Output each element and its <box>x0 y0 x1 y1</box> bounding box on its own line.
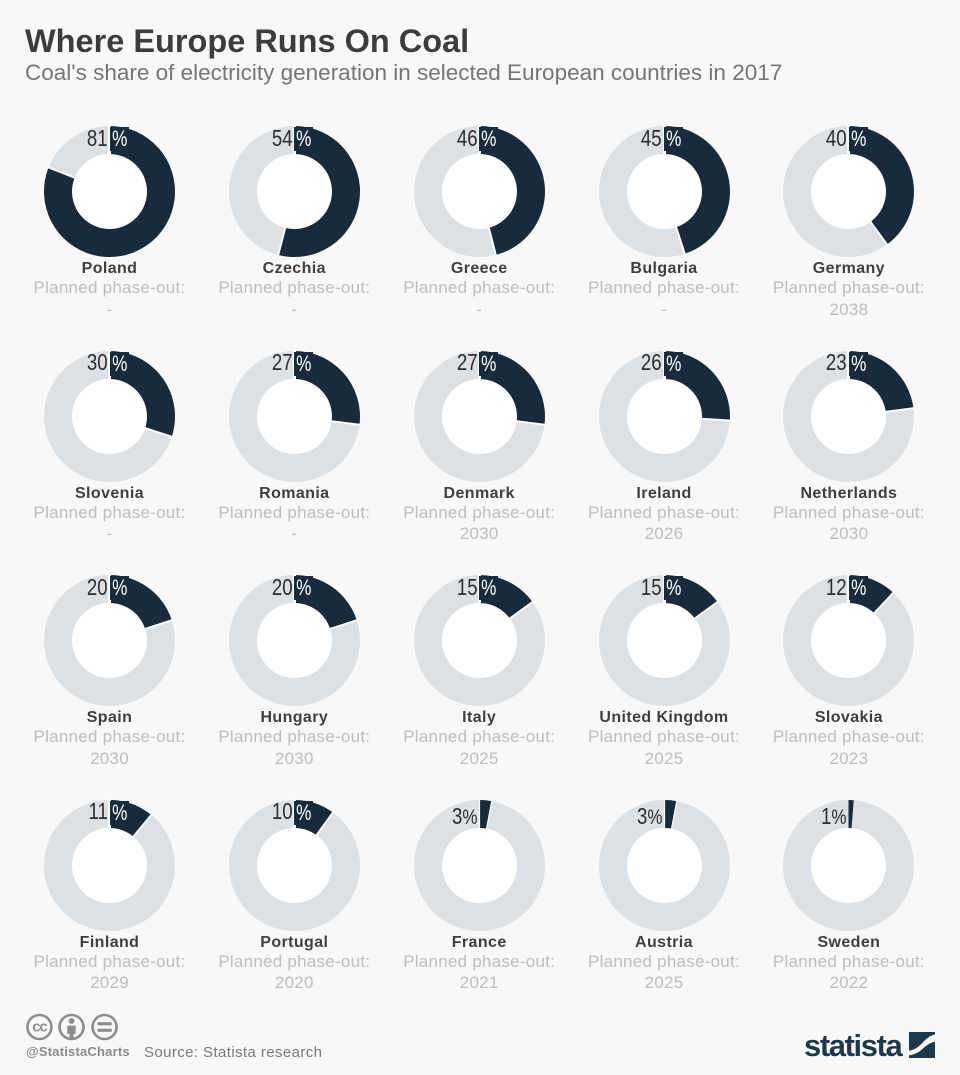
svg-text:cc: cc <box>32 1019 47 1036</box>
